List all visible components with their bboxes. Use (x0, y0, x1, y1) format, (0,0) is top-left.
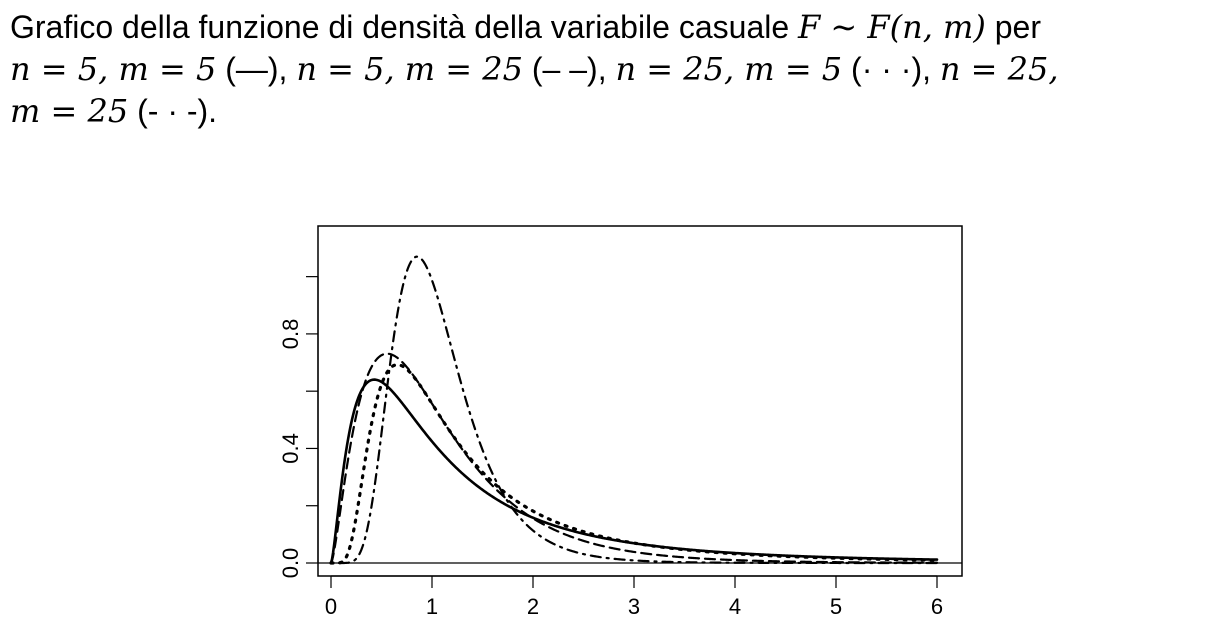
caption-param-1: n = 5, m = 5 (10, 50, 217, 88)
caption-param-3: n = 25, m = 5 (615, 50, 843, 88)
figure-caption: Grafico della funzione di densità della … (10, 6, 1210, 132)
caption-line-1: Grafico della funzione di densità della … (10, 6, 1210, 48)
y-tick-label: 0.0 (278, 548, 303, 579)
caption-distribution: F ∼ F(n, m) (798, 8, 986, 46)
x-tick-label: 0 (325, 594, 337, 619)
density-curve-n25-m5 (329, 363, 939, 565)
caption-style-3: (· · ·) (851, 51, 923, 87)
caption-param-2: n = 5, m = 25 (296, 50, 523, 88)
x-tick-label: 4 (729, 594, 741, 619)
plot-frame (317, 225, 963, 577)
x-tick-label: 5 (830, 594, 842, 619)
y-tick-label: 0.4 (278, 433, 303, 464)
x-tick-label: 2 (527, 594, 539, 619)
caption-line-3: m = 25 (- · -). (10, 90, 1210, 132)
x-tick-label: 3 (628, 594, 640, 619)
caption-param-4: n = 25, (939, 50, 1059, 88)
caption-intro: Grafico della funzione di densità della … (10, 9, 790, 45)
density-curve-n25-m25 (329, 255, 939, 565)
x-tick-label: 1 (426, 594, 438, 619)
caption-style-2: (– –) (531, 51, 598, 87)
density-curve-n5-m25 (329, 352, 939, 565)
y-tick-label: 0.8 (278, 319, 303, 350)
x-tick-label: 6 (931, 594, 943, 619)
caption-param-4b: m = 25 (10, 92, 129, 130)
caption-line-2: n = 5, m = 5 (—), n = 5, m = 25 (– –), n… (10, 50, 1059, 88)
caption-style-1: (—) (225, 51, 279, 87)
density-curve-n5-m5 (329, 378, 939, 565)
caption-style-4: (- · -). (137, 93, 218, 129)
caption-per: per (994, 9, 1041, 45)
